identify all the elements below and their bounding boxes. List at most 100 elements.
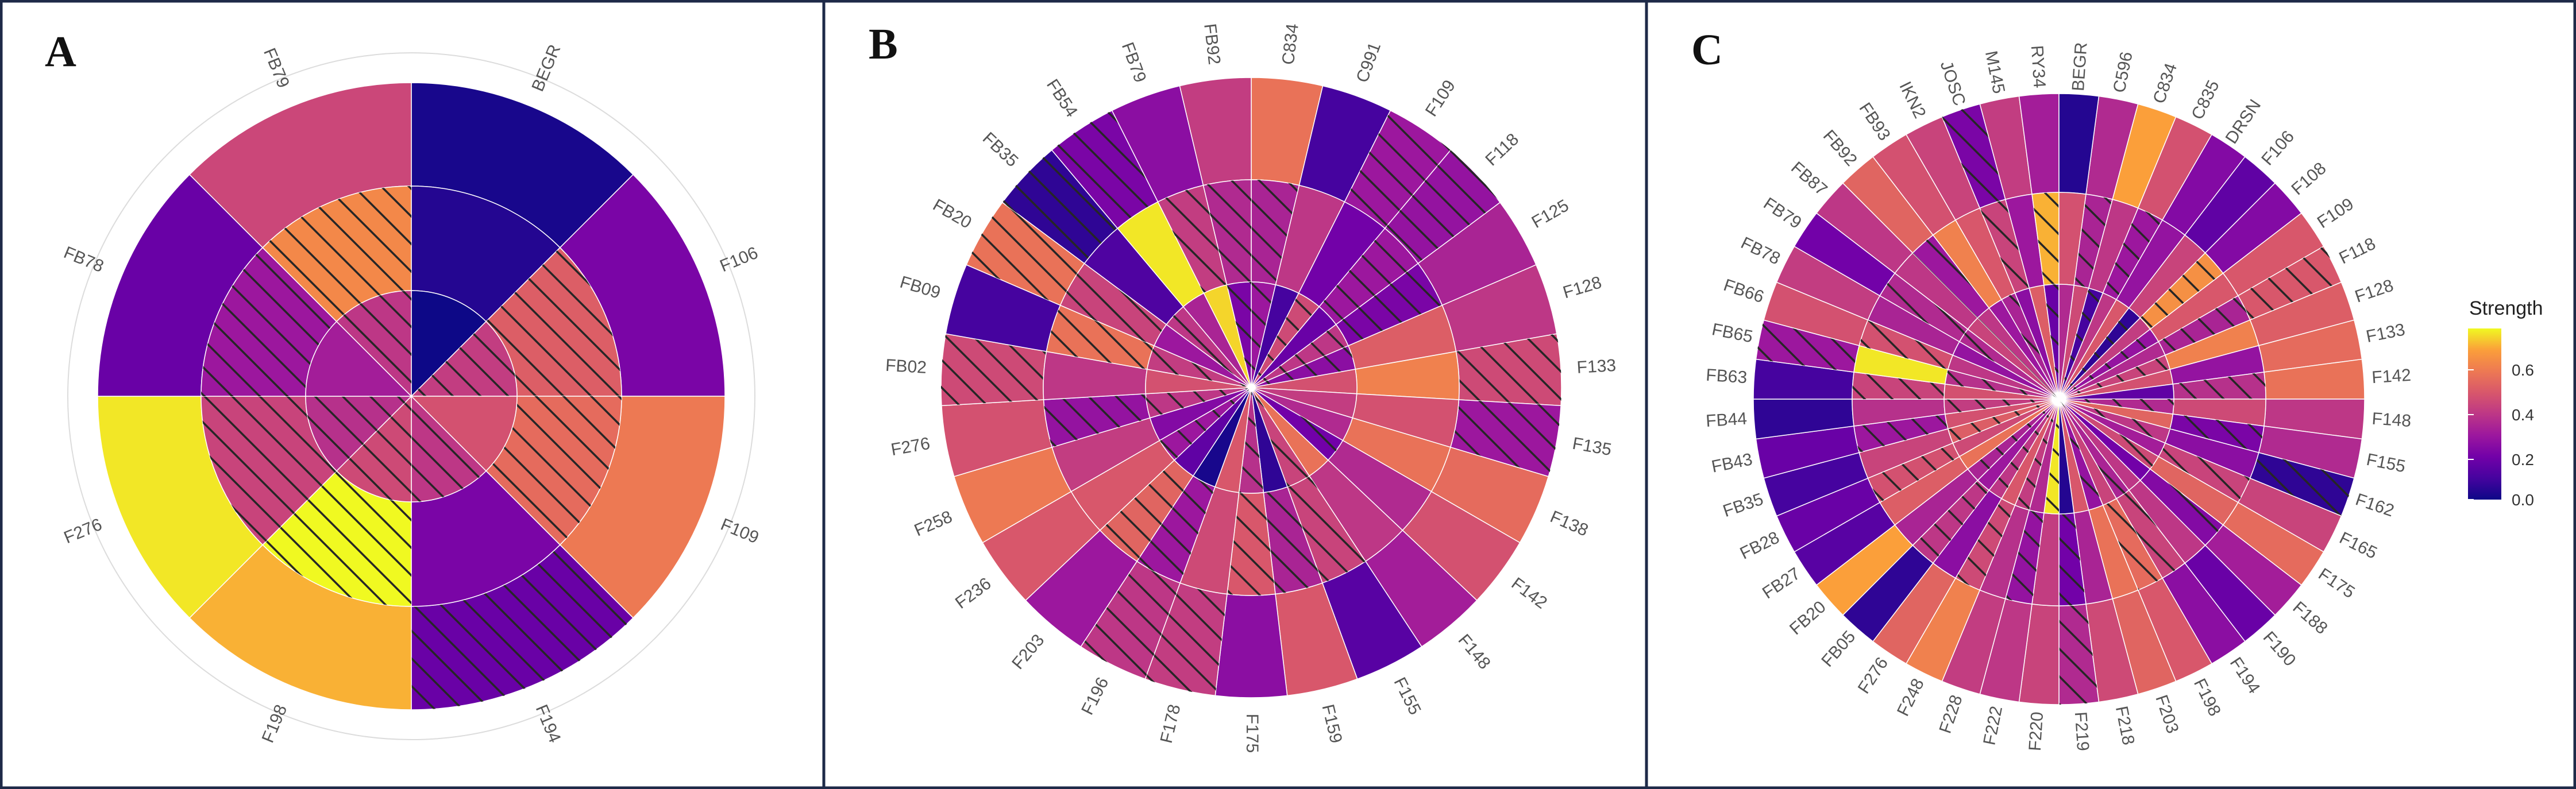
hatch-outer-FB20 bbox=[966, 202, 1085, 305]
hatch-inner-F198 bbox=[336, 396, 411, 502]
category-label-F133: F133 bbox=[1576, 356, 1617, 377]
hatch-middle-C834 bbox=[1251, 180, 1299, 285]
hatch-outer-F133 bbox=[1456, 334, 1561, 406]
category-label-F236: F236 bbox=[952, 574, 995, 613]
hatch-middle-F175 bbox=[1227, 492, 1276, 595]
category-label-F138: F138 bbox=[1547, 507, 1591, 540]
category-label-FB28: FB28 bbox=[1737, 528, 1783, 563]
sector-inner-FB78 bbox=[305, 320, 412, 397]
hatch-middle-RY34 bbox=[2032, 192, 2059, 285]
hatch-middle-FB63 bbox=[1852, 372, 1945, 399]
hatch-middle-C596 bbox=[2074, 194, 2113, 288]
category-label-F109: F109 bbox=[1422, 77, 1459, 120]
hatch-middle-F198 bbox=[263, 471, 411, 606]
category-label-C835: C835 bbox=[2188, 78, 2223, 123]
legend-tick-1: 0.2 bbox=[2512, 451, 2534, 469]
legend-tick-0: 0.0 bbox=[2512, 491, 2534, 509]
hatch-inner-C834 bbox=[2059, 288, 2103, 399]
hatch-inner-FB35 bbox=[1948, 399, 2059, 443]
category-label-FB66: FB66 bbox=[1721, 276, 1767, 307]
hatch-middle-FB28 bbox=[1868, 443, 1960, 502]
hatch-middle-F222 bbox=[2005, 510, 2044, 604]
hatch-inner-FB92 bbox=[1977, 308, 2059, 399]
category-label-FB79: FB79 bbox=[1118, 40, 1150, 85]
category-label-FB92: FB92 bbox=[1819, 126, 1861, 170]
hatch-middle-FB43 bbox=[1854, 414, 1948, 453]
category-label-F194: F194 bbox=[532, 702, 565, 745]
category-label-F276: F276 bbox=[1854, 654, 1892, 697]
category-label-FB78: FB78 bbox=[61, 243, 106, 276]
category-label-F106: F106 bbox=[2258, 127, 2298, 169]
category-label-F142: F142 bbox=[1508, 574, 1551, 613]
hatch-middle-F196 bbox=[1137, 475, 1216, 583]
hatch-outer-FB35 bbox=[1002, 150, 1118, 264]
hatch-middle-F188 bbox=[2140, 469, 2223, 546]
hatch-middle-F165 bbox=[2158, 443, 2250, 502]
category-label-FB65: FB65 bbox=[1710, 320, 1754, 346]
category-label-F148: F148 bbox=[1455, 631, 1494, 673]
category-label-F248: F248 bbox=[1894, 676, 1928, 720]
hatch-outer-FB02 bbox=[941, 334, 1047, 406]
category-label-DRSN: DRSN bbox=[2222, 96, 2265, 147]
hatch-inner-F162 bbox=[2059, 399, 2170, 443]
hatch-middle-JOSC bbox=[1980, 199, 2030, 293]
category-label-FB78: FB78 bbox=[1738, 233, 1783, 268]
category-label-FB44: FB44 bbox=[1705, 409, 1748, 431]
hatch-inner-F106 bbox=[2059, 308, 2141, 399]
hatch-outer-JOSC bbox=[1942, 104, 2006, 208]
category-label-F133: F133 bbox=[2365, 320, 2407, 346]
category-label-FB63: FB63 bbox=[1705, 366, 1748, 388]
legend-title: Strength bbox=[2469, 297, 2543, 319]
hatch-inner-F203 bbox=[2059, 399, 2103, 510]
hatch-middle-FB66 bbox=[1859, 320, 1953, 370]
category-label-F118: F118 bbox=[2336, 234, 2379, 268]
hatch-middle-F118 bbox=[2158, 296, 2250, 355]
hatch-middle-F142 bbox=[2173, 372, 2266, 399]
category-label-FB92: FB92 bbox=[1200, 22, 1224, 65]
category-label-C834: C834 bbox=[1279, 22, 1302, 65]
category-label-F165: F165 bbox=[2336, 528, 2380, 563]
hatch-inner-F236 bbox=[1159, 388, 1251, 461]
category-label-F258: F258 bbox=[912, 507, 955, 540]
hatch-outer-F194 bbox=[411, 544, 634, 710]
hatch-middle-F276 bbox=[1043, 393, 1150, 447]
hatch-outer-F109 bbox=[1344, 110, 1451, 229]
hatch-inner-F109 bbox=[2059, 329, 2159, 399]
category-label-F218: F218 bbox=[2112, 705, 2138, 747]
hatch-middle-F159 bbox=[1263, 486, 1322, 594]
hatch-inner-F125 bbox=[1251, 324, 1348, 388]
hatch-inner-F194 bbox=[2059, 399, 2129, 499]
category-label-FB02: FB02 bbox=[885, 356, 927, 377]
category-label-FB09: FB09 bbox=[898, 273, 943, 303]
hatch-middle-F155 bbox=[1287, 475, 1366, 583]
category-label-F198: F198 bbox=[259, 702, 291, 745]
category-label-F108: F108 bbox=[2288, 158, 2330, 199]
category-label-FB79: FB79 bbox=[1760, 194, 1805, 233]
category-label-F203: F203 bbox=[1008, 631, 1048, 673]
legend-tick-2: 0.4 bbox=[2512, 406, 2534, 424]
category-label-C596: C596 bbox=[2110, 50, 2136, 94]
category-label-F118: F118 bbox=[1482, 130, 1522, 169]
hatch-middle-FB92 bbox=[1912, 235, 1989, 318]
category-label-C991: C991 bbox=[1353, 40, 1385, 85]
hatch-inner-F142 bbox=[1251, 388, 1343, 461]
category-label-FB27: FB27 bbox=[1759, 564, 1804, 602]
category-label-M145: M145 bbox=[1981, 49, 2008, 95]
hatch-middle-F276 bbox=[201, 396, 337, 545]
hatch-middle-F194 bbox=[2116, 490, 2185, 578]
hatch-inner-F128 bbox=[1251, 346, 1356, 388]
category-label-F276: F276 bbox=[61, 515, 105, 548]
hatch-middle-FB20 bbox=[1060, 263, 1167, 346]
category-label-FB87: FB87 bbox=[1787, 158, 1831, 199]
hatch-inner-F128 bbox=[2059, 355, 2170, 399]
hatch-inner-FB79 bbox=[336, 291, 411, 396]
panel-a-letter: A bbox=[45, 28, 76, 76]
category-label-FB20: FB20 bbox=[930, 195, 975, 232]
category-label-F188: F188 bbox=[2289, 598, 2331, 638]
category-label-FB05: FB05 bbox=[1818, 627, 1859, 671]
sector-inner-F109 bbox=[410, 396, 518, 472]
category-label-F276: F276 bbox=[889, 434, 931, 459]
sector-inner-BEGR bbox=[411, 290, 487, 397]
